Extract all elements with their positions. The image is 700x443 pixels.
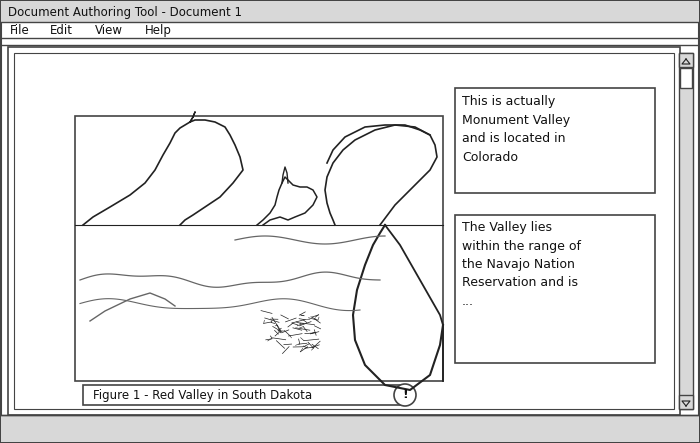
FancyBboxPatch shape bbox=[679, 395, 693, 409]
FancyBboxPatch shape bbox=[1, 415, 699, 442]
Text: Document Authoring Tool - Document 1: Document Authoring Tool - Document 1 bbox=[8, 5, 242, 19]
Text: Help: Help bbox=[145, 23, 172, 36]
Text: File: File bbox=[10, 23, 29, 36]
FancyBboxPatch shape bbox=[8, 47, 680, 415]
Text: View: View bbox=[95, 23, 123, 36]
FancyBboxPatch shape bbox=[679, 53, 693, 67]
Text: The Valley lies
within the range of
the Navajo Nation
Reservation and is
...: The Valley lies within the range of the … bbox=[462, 221, 581, 308]
FancyBboxPatch shape bbox=[679, 53, 693, 409]
FancyBboxPatch shape bbox=[1, 1, 699, 22]
FancyBboxPatch shape bbox=[680, 68, 692, 88]
Text: !: ! bbox=[402, 389, 408, 401]
Text: Figure 1 - Red Valley in South Dakota: Figure 1 - Red Valley in South Dakota bbox=[93, 389, 312, 401]
FancyBboxPatch shape bbox=[83, 385, 403, 405]
Circle shape bbox=[394, 384, 416, 406]
FancyBboxPatch shape bbox=[455, 88, 655, 193]
Text: This is actually
Monument Valley
and is located in
Colorado: This is actually Monument Valley and is … bbox=[462, 95, 570, 163]
FancyBboxPatch shape bbox=[14, 53, 674, 409]
FancyBboxPatch shape bbox=[75, 116, 443, 381]
FancyBboxPatch shape bbox=[455, 215, 655, 363]
Text: Edit: Edit bbox=[50, 23, 73, 36]
